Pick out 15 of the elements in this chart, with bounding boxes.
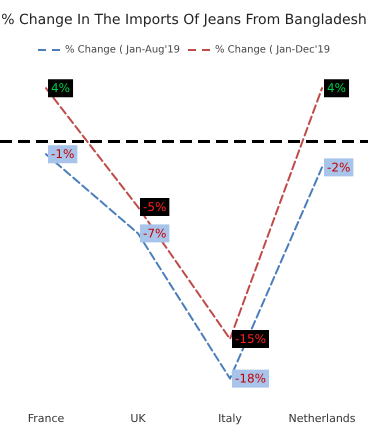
data-label: 4% — [51, 81, 70, 96]
x-tick-label: UK — [130, 412, 146, 425]
x-tick-label: Netherlands — [288, 412, 356, 425]
data-label: -18% — [235, 372, 266, 386]
x-tick-label: France — [28, 412, 65, 425]
data-label: -15% — [235, 332, 266, 346]
chart-title: % Change In The Imports Of Jeans From Bangladesh — [1, 12, 367, 28]
legend-label: % Change ( Jan-Dec'19 — [214, 44, 330, 56]
data-label: 4% — [327, 81, 346, 96]
data-label: -7% — [143, 226, 166, 240]
legend-label: % Change ( Jan-Aug'19 — [64, 44, 180, 56]
data-label: -1% — [51, 147, 74, 162]
data-label: -2% — [327, 160, 350, 174]
data-label: -5% — [143, 200, 166, 214]
x-tick-label: Italy — [218, 412, 242, 425]
